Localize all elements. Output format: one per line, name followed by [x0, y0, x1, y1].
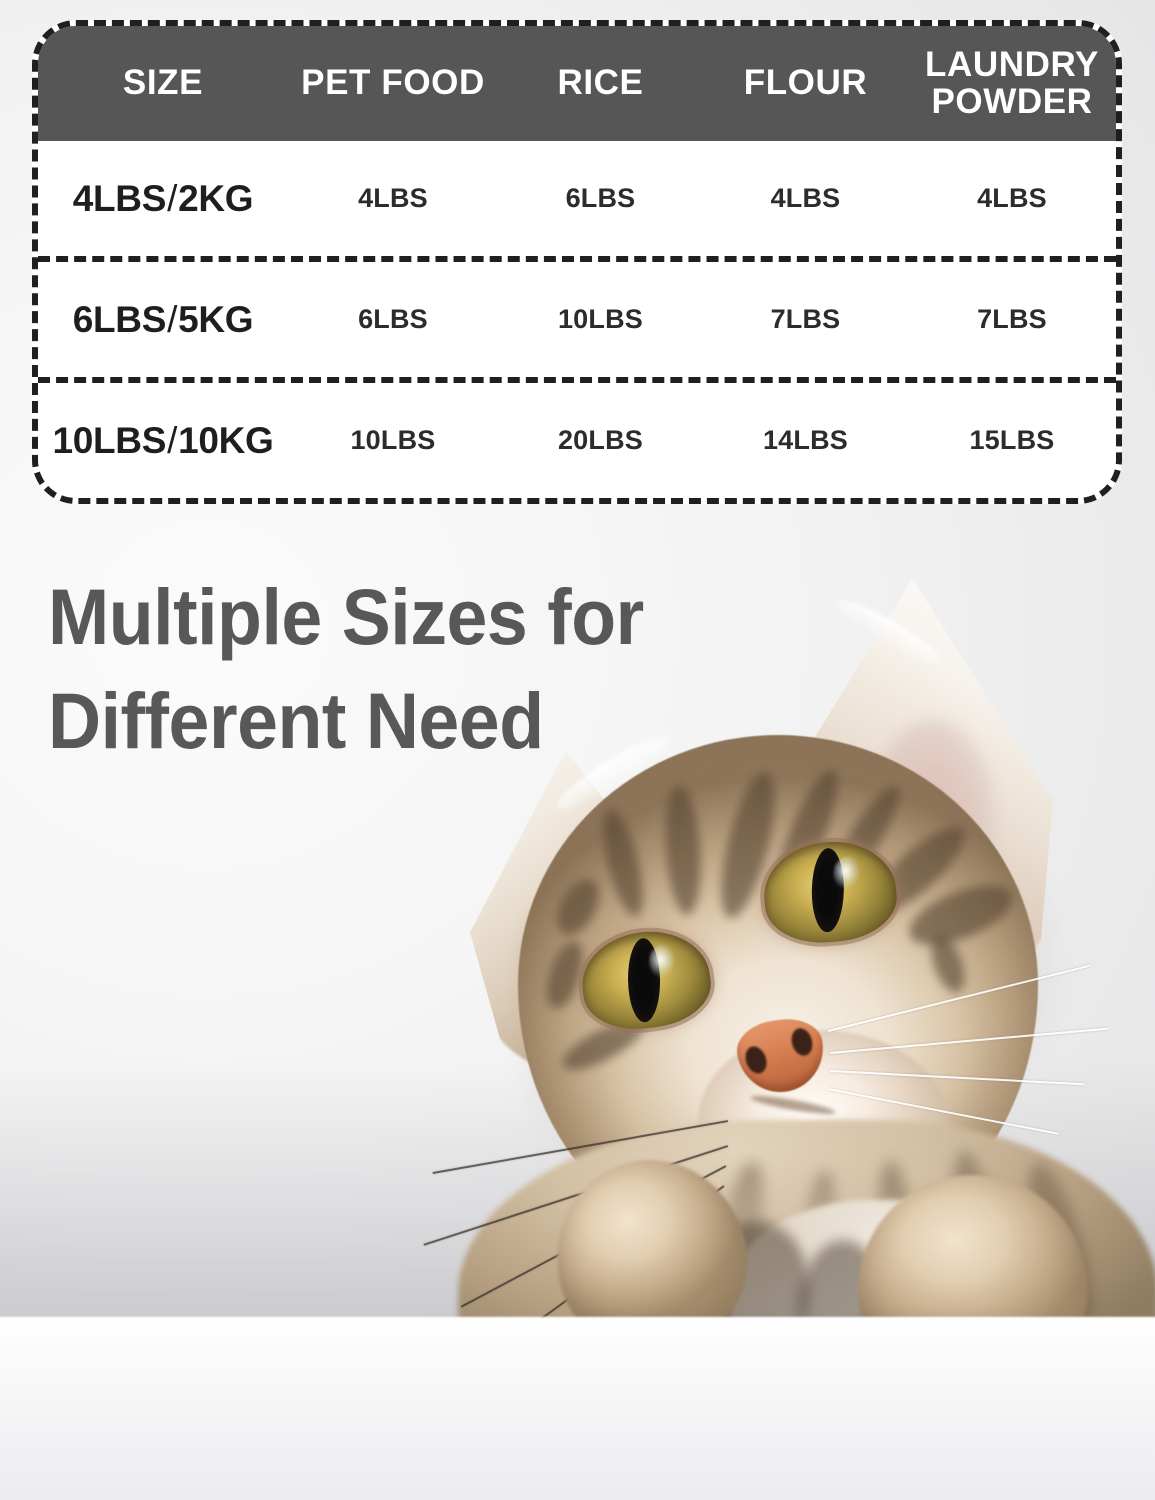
row-size-lbs: 10LBS — [52, 419, 167, 461]
cell-rice: 20LBS — [557, 425, 644, 455]
headline-line-1: Multiple Sizes for — [48, 572, 644, 661]
table-row: 4LBS/2KG 4LBS 6LBS 4LBS 4LBS — [38, 141, 1116, 256]
row-size-label: 6LBS/5KG — [38, 299, 288, 341]
cell-pet-food: 6LBS — [358, 304, 428, 334]
cell-flour: 4LBS — [770, 183, 841, 213]
cell-flour: 7LBS — [770, 304, 841, 334]
column-header-flour: FLOUR — [743, 63, 868, 103]
column-header-rice: RICE — [557, 63, 644, 103]
table-header-row: SIZE PET FOOD RICE FLOUR LAUNDRY POWDER — [38, 26, 1116, 141]
slash-separator: / — [167, 177, 178, 219]
row-size-kg: 10KG — [178, 419, 274, 461]
cell-pet-food: 10LBS — [350, 425, 436, 455]
cell-laundry-powder: 15LBS — [969, 425, 1055, 455]
cell-laundry-powder: 4LBS — [977, 183, 1047, 213]
row-size-kg: 2KG — [178, 177, 254, 219]
headline: Multiple Sizes for Different Need — [48, 565, 783, 774]
cell-rice: 6LBS — [565, 183, 636, 213]
column-header-size: SIZE — [122, 63, 204, 103]
cell-flour: 14LBS — [762, 425, 849, 455]
slash-separator: / — [167, 298, 178, 340]
slash-separator: / — [167, 419, 178, 461]
row-size-label: 10LBS/10KG — [38, 420, 288, 462]
row-size-label: 4LBS/2KG — [38, 178, 288, 220]
row-size-lbs: 4LBS — [72, 177, 167, 219]
column-header-pet-food: PET FOOD — [301, 63, 485, 103]
ledge-edge-highlight — [0, 1316, 1155, 1322]
table-row: 10LBS/10KG 10LBS 20LBS 14LBS 15LBS — [38, 377, 1116, 498]
cell-rice: 10LBS — [557, 304, 644, 334]
column-header-laundry-powder-line2: POWDER — [931, 81, 1093, 121]
cell-pet-food: 4LBS — [358, 183, 428, 213]
size-spec-table: SIZE PET FOOD RICE FLOUR LAUNDRY POWDER … — [32, 20, 1122, 504]
row-size-lbs: 6LBS — [72, 298, 167, 340]
headline-line-2: Different Need — [48, 676, 544, 766]
table-row: 6LBS/5KG 6LBS 10LBS 7LBS 7LBS — [38, 256, 1116, 377]
row-size-kg: 5KG — [178, 298, 254, 340]
column-header-laundry-powder: LAUNDRY POWDER — [908, 47, 1116, 119]
white-table-ledge — [0, 1320, 1155, 1500]
cell-laundry-powder: 7LBS — [977, 304, 1047, 334]
column-header-laundry-powder-line1: LAUNDRY — [924, 45, 1099, 85]
